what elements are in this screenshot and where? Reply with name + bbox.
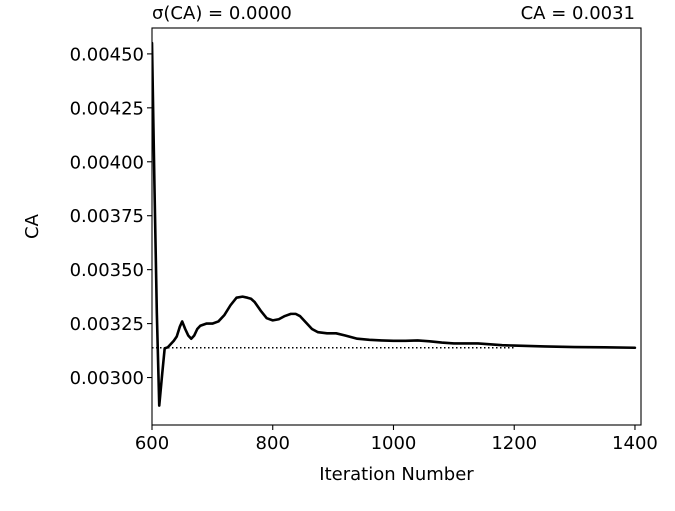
x-tick-label: 600 (135, 433, 169, 454)
sigma-ca-title: σ(CA) = 0.0000 (152, 3, 292, 24)
x-tick-label: 800 (256, 433, 290, 454)
x-tick-label: 1200 (491, 433, 537, 454)
x-axis-label: Iteration Number (319, 464, 474, 485)
y-tick-label: 0.00400 (70, 152, 144, 173)
y-tick-label: 0.00450 (70, 44, 144, 65)
y-tick-label: 0.00375 (70, 206, 144, 227)
y-axis-ticks: 0.00300 0.00325 0.00350 0.00375 0.00400 0.004… (70, 44, 152, 389)
x-tick-label: 1400 (612, 433, 658, 454)
y-tick-label: 0.00300 (70, 368, 144, 389)
y-tick-label: 0.00425 (70, 98, 144, 119)
y-tick-label: 0.00325 (70, 314, 144, 335)
series-line-0 (152, 41, 637, 407)
y-axis-label: CA (22, 213, 43, 239)
y-tick-label: 0.00350 (70, 260, 144, 281)
ca-value-title: CA = 0.0031 (521, 3, 635, 24)
plot-frame (151, 27, 642, 426)
x-axis-ticks: 600 800 1000 1200 1400 (135, 425, 658, 454)
x-tick-label: 1000 (371, 433, 417, 454)
plot-area (152, 41, 637, 407)
